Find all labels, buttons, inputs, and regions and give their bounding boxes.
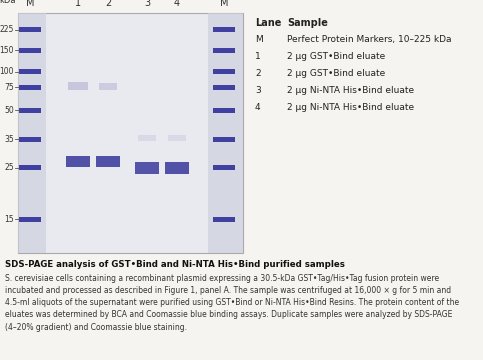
Text: 50: 50 — [4, 106, 14, 115]
Bar — [68, 82, 88, 90]
Bar — [99, 83, 117, 90]
Text: 2 μg GST•Bind eluate: 2 μg GST•Bind eluate — [287, 52, 385, 61]
Bar — [213, 69, 235, 74]
Text: 4: 4 — [174, 0, 180, 8]
Text: 15: 15 — [4, 215, 14, 224]
Text: 2: 2 — [255, 69, 261, 78]
Bar — [138, 135, 156, 141]
Text: 3: 3 — [144, 0, 150, 8]
Text: kDa: kDa — [0, 0, 16, 5]
Bar — [213, 136, 235, 141]
Bar — [19, 217, 41, 222]
Bar — [19, 136, 41, 141]
Text: 2: 2 — [105, 0, 111, 8]
Bar — [19, 48, 41, 53]
Text: Sample: Sample — [287, 18, 328, 28]
Text: S. cerevisiae cells containing a recombinant plasmid expressing a 30.5-kDa GST•T: S. cerevisiae cells containing a recombi… — [5, 274, 459, 332]
Text: M: M — [220, 0, 228, 8]
Text: 225: 225 — [0, 25, 14, 34]
Bar — [19, 69, 41, 74]
Bar — [168, 135, 186, 141]
Bar — [208, 13, 243, 253]
Text: Perfect Protein Markers, 10–225 kDa: Perfect Protein Markers, 10–225 kDa — [287, 35, 452, 44]
Text: SDS-PAGE analysis of GST•Bind and Ni-NTA His•Bind purified samples: SDS-PAGE analysis of GST•Bind and Ni-NTA… — [5, 260, 345, 269]
Bar — [19, 108, 41, 113]
Text: 1: 1 — [75, 0, 81, 8]
Bar — [213, 48, 235, 53]
Text: 100: 100 — [0, 67, 14, 76]
Bar — [213, 217, 235, 222]
Text: 25: 25 — [4, 163, 14, 172]
Bar — [18, 13, 46, 253]
Text: M: M — [26, 0, 34, 8]
Text: 150: 150 — [0, 46, 14, 55]
Bar — [19, 165, 41, 170]
Bar — [213, 165, 235, 170]
Bar — [213, 108, 235, 113]
Bar — [96, 156, 120, 167]
Text: 35: 35 — [4, 135, 14, 144]
Bar — [19, 85, 41, 90]
Bar — [66, 156, 90, 167]
Text: 75: 75 — [4, 83, 14, 92]
Bar — [213, 85, 235, 90]
Text: M: M — [255, 35, 263, 44]
Text: 2 μg Ni-NTA His•Bind eluate: 2 μg Ni-NTA His•Bind eluate — [287, 86, 414, 95]
Text: 3: 3 — [255, 86, 261, 95]
Bar — [166, 162, 188, 174]
Bar — [19, 27, 41, 32]
Bar — [135, 162, 158, 174]
Bar — [18, 13, 243, 253]
Text: Lane: Lane — [255, 18, 282, 28]
Text: 1: 1 — [255, 52, 261, 61]
Text: 4: 4 — [255, 103, 261, 112]
Bar — [213, 27, 235, 32]
Text: 2 μg Ni-NTA His•Bind eluate: 2 μg Ni-NTA His•Bind eluate — [287, 103, 414, 112]
Text: 2 μg GST•Bind eluate: 2 μg GST•Bind eluate — [287, 69, 385, 78]
